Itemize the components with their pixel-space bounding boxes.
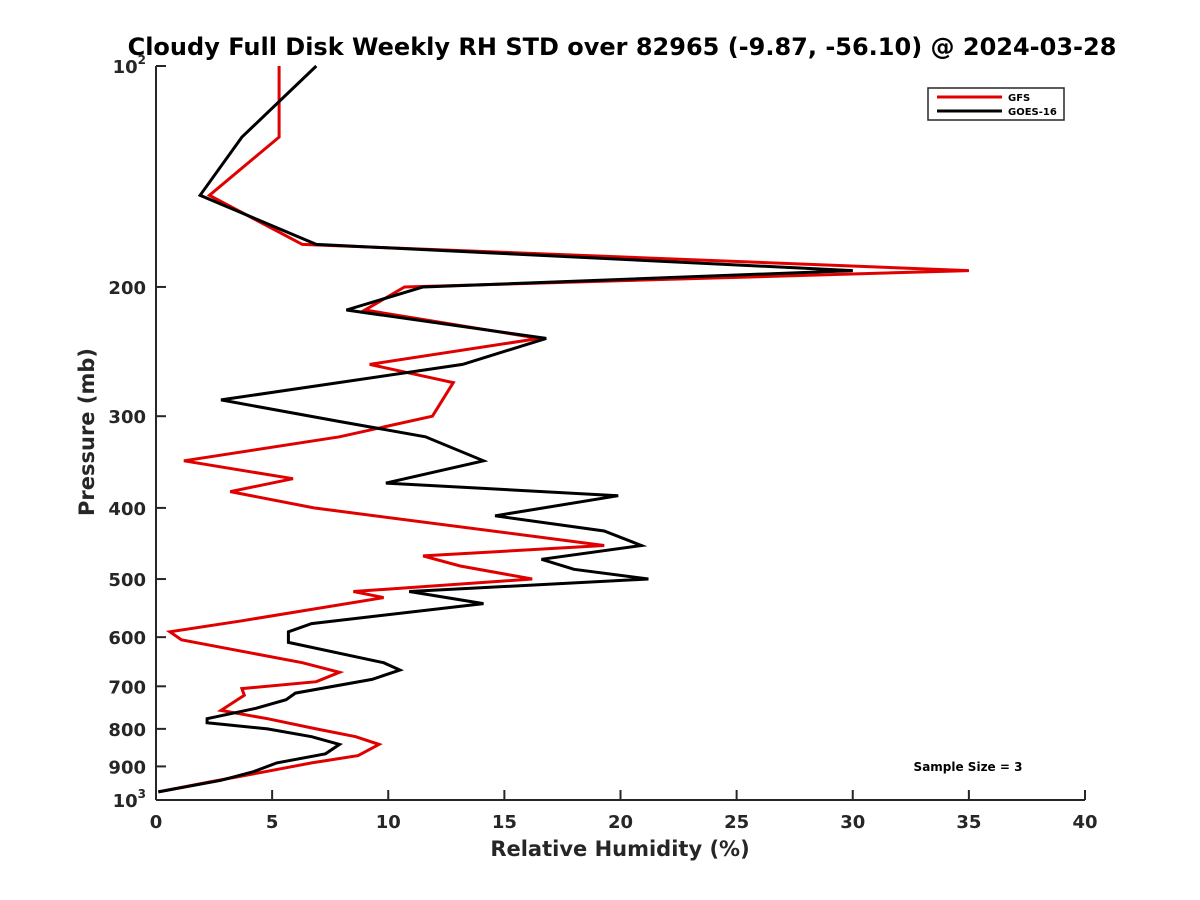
x-axis-ticks: 0 5 10 15 20 25 30 35 40 [150, 790, 1098, 833]
x-tick-label: 35 [956, 812, 981, 833]
y-axis-label: Pressure (mb) [75, 348, 99, 516]
x-tick-label: 30 [840, 812, 865, 833]
y-tick-base: 300 [108, 407, 146, 428]
y-tick-base: 900 [108, 757, 146, 778]
y-tick-base: 600 [108, 628, 146, 649]
series-line-goes-16 [158, 64, 853, 794]
legend-label-gfs: GFS [1008, 93, 1030, 104]
y-tick-label: 200 [108, 278, 146, 299]
sample-size-annotation: Sample Size = 3 [914, 760, 1023, 774]
x-tick-label: 20 [608, 812, 633, 833]
y-tick-label: 500 [108, 570, 146, 591]
x-tick-label: 0 [150, 812, 163, 833]
plot-area [156, 66, 1085, 800]
y-tick-base: 10 [113, 57, 138, 78]
y-tick-label: 600 [108, 628, 146, 649]
y-tick-base: 500 [108, 570, 146, 591]
y-tick-label: 900 [108, 757, 146, 778]
y-tick-base: 400 [108, 499, 146, 520]
y-tick-label: 103 [113, 787, 146, 812]
plot-background [156, 66, 1085, 800]
x-tick-label: 10 [376, 812, 401, 833]
chart-title: Cloudy Full Disk Weekly RH STD over 8296… [128, 33, 1117, 61]
y-tick-base: 200 [108, 278, 146, 299]
y-tick-label: 700 [108, 677, 146, 698]
x-tick-label: 5 [266, 812, 279, 833]
legend-box [927, 87, 1065, 121]
y-tick-label: 102 [113, 53, 146, 78]
y-tick-base: 10 [113, 791, 138, 812]
y-tick-label: 800 [108, 720, 146, 741]
x-axis-label: Relative Humidity (%) [490, 837, 749, 861]
x-tick-label: 25 [724, 812, 749, 833]
y-tick-label: 400 [108, 499, 146, 520]
y-tick-label: 300 [108, 407, 146, 428]
x-tick-label: 40 [1072, 812, 1097, 833]
y-tick-exponent: 2 [138, 53, 146, 67]
series-layer [158, 64, 969, 794]
y-tick-base: 700 [108, 677, 146, 698]
legend-label-goes-16: GOES-16 [1008, 107, 1057, 118]
y-tick-base: 800 [108, 720, 146, 741]
x-tick-label: 15 [492, 812, 517, 833]
y-tick-exponent: 3 [138, 787, 146, 801]
legend: GFS GOES-16 [927, 87, 1065, 121]
